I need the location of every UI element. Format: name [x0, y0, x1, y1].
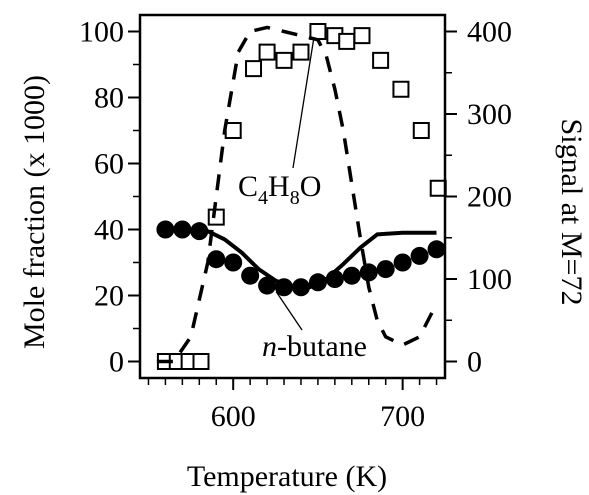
square-marker: [429, 179, 447, 197]
y2-tick-label: 400: [467, 16, 512, 49]
y-tick-label: 20: [94, 280, 124, 313]
circle-marker: [207, 250, 226, 269]
circle-marker: [410, 246, 429, 265]
square-marker: [412, 122, 430, 139]
solid-series-line: [156, 227, 437, 290]
y-axis-title: Mole fraction (x 1000): [18, 75, 51, 349]
c4h8o-label: C4H8O: [238, 170, 321, 209]
y2-axis-title: Signal at M=72: [555, 119, 588, 306]
c4h8o-leader-line: [292, 37, 315, 169]
series-layer: [156, 23, 447, 370]
square-marker: [258, 43, 276, 61]
butane-leader-line: [275, 291, 303, 331]
square-marker: [338, 32, 356, 50]
y2-tick-label: 200: [467, 181, 512, 214]
y2-tick-label: 300: [467, 98, 512, 131]
circle-marker: [224, 253, 243, 272]
y-tick-label: 60: [94, 148, 124, 181]
circle-marker: [342, 266, 361, 285]
y2-tick-label: 0: [467, 346, 482, 379]
x-axis-title: Temperature (K): [187, 460, 387, 493]
x-tick-label: 700: [380, 400, 425, 433]
square-marker: [292, 43, 310, 61]
circle-marker: [393, 253, 412, 272]
square-marker: [392, 80, 410, 98]
circle-marker: [427, 240, 446, 259]
square-marker: [353, 27, 371, 45]
y-tick-label: 100: [79, 16, 124, 49]
square-marker: [275, 51, 293, 69]
square-marker: [192, 353, 210, 370]
y2-tick-label: 100: [467, 263, 512, 296]
y-tick-label: 0: [109, 346, 124, 379]
y-tick-label: 40: [94, 214, 124, 247]
square-marker: [245, 60, 263, 78]
circle-marker: [376, 260, 395, 279]
butane-label: n-butane: [262, 330, 367, 363]
circle-marker: [258, 276, 277, 295]
square-marker: [372, 51, 390, 69]
square-marker: [224, 122, 242, 139]
y-tick-label: 80: [94, 82, 124, 115]
x-tick-label: 600: [211, 400, 256, 433]
circle-marker: [359, 263, 378, 282]
axes-layer: 0 20 40 60 80 100 0 100 200 300 400 600 700: [79, 13, 512, 433]
square-marker: [207, 208, 225, 226]
circle-marker: [241, 266, 260, 285]
